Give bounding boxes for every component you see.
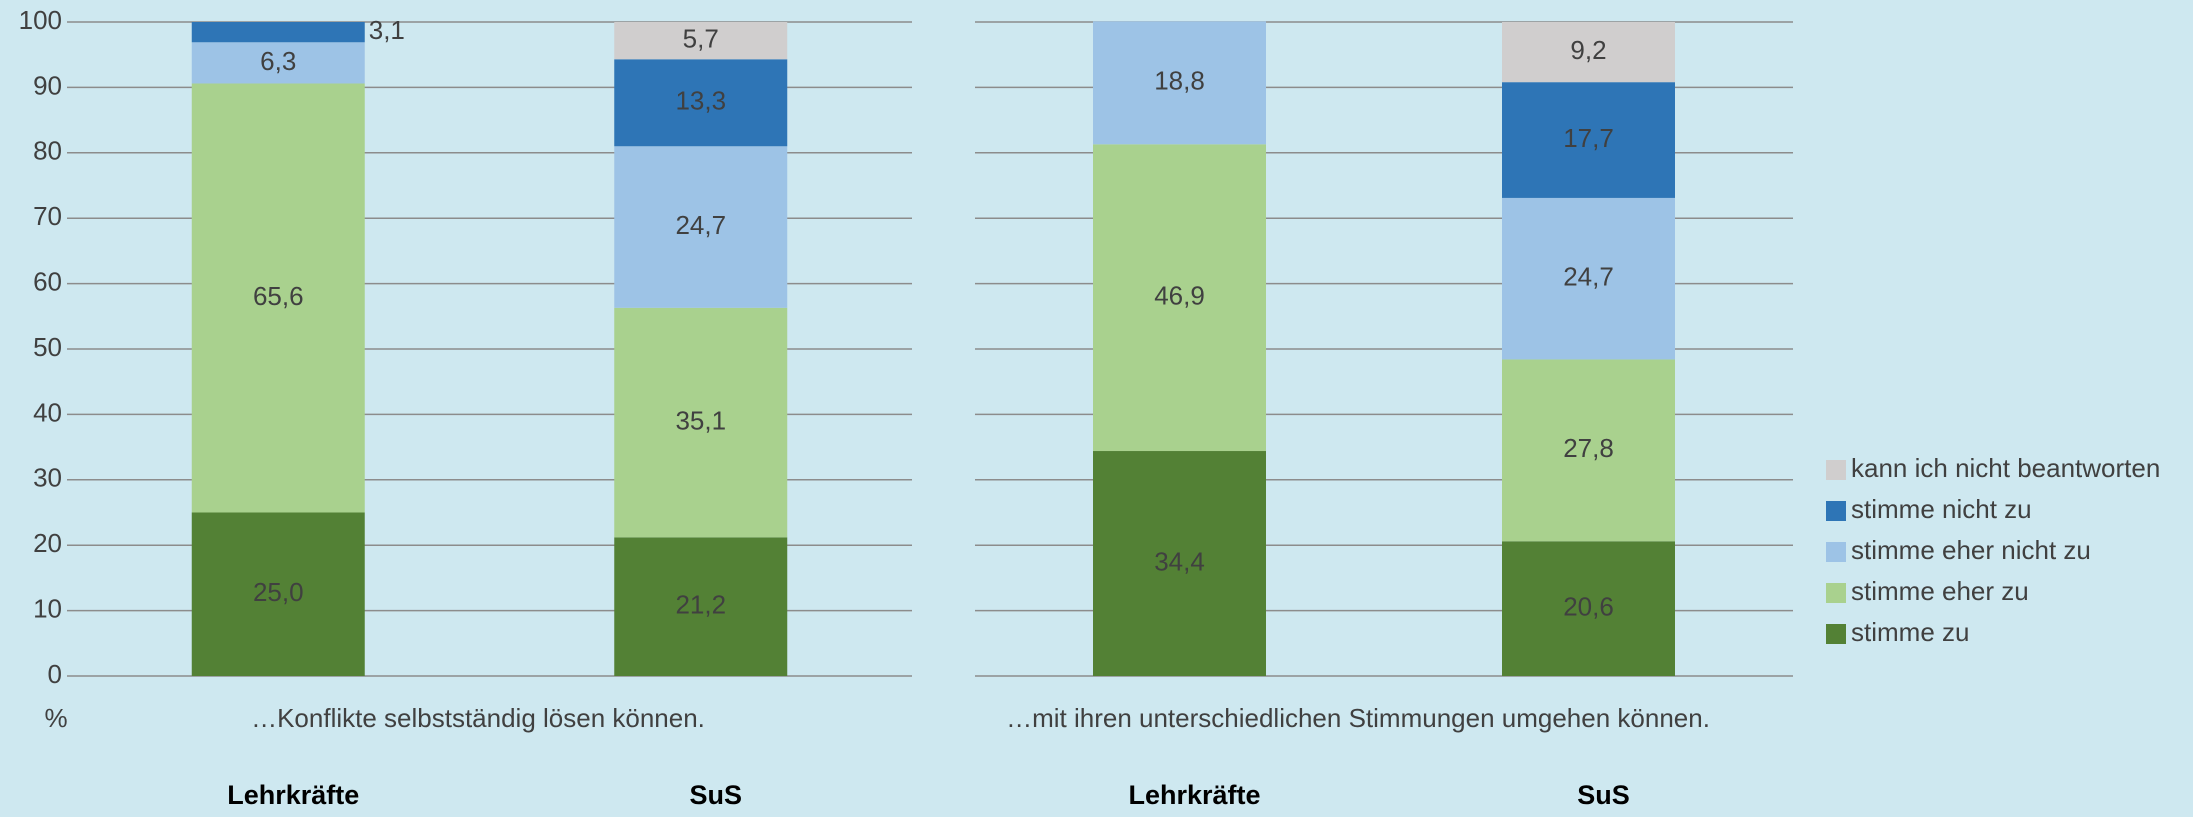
bar-segment	[1093, 451, 1266, 676]
legend-label: kann ich nicht beantworten	[1851, 453, 2160, 483]
value-label: 25,0	[253, 577, 304, 607]
value-label: 65,6	[253, 281, 304, 311]
legend-swatch	[1826, 583, 1846, 603]
bar-segment	[614, 537, 788, 676]
value-label: 9,2	[1570, 35, 1606, 65]
y-tick-label: 10	[33, 593, 62, 623]
legend-label: stimme nicht zu	[1851, 494, 2032, 524]
value-label: 34,4	[1154, 546, 1205, 576]
x-tick-label: SuS	[689, 780, 742, 810]
y-tick-label: 70	[33, 201, 62, 231]
value-label: 24,7	[675, 210, 726, 240]
value-label: 3,1	[369, 15, 405, 45]
y-tick-label: 0	[48, 659, 62, 689]
value-label: 21,2	[675, 590, 726, 620]
legend-label: stimme eher nicht zu	[1851, 535, 2091, 565]
legend-label: stimme eher zu	[1851, 576, 2029, 606]
y-tick-label: 90	[33, 70, 62, 100]
y-tick-label: 30	[33, 463, 62, 493]
bar-segment	[191, 512, 365, 676]
y-axis-label: %	[44, 703, 67, 733]
x-tick-label: SuS	[1577, 780, 1630, 810]
bar-segment	[1502, 82, 1675, 198]
bar-segment	[1502, 359, 1675, 542]
bar-segment	[614, 307, 788, 538]
bar-segment	[1093, 21, 1266, 145]
value-label: 18,8	[1154, 66, 1205, 96]
legend-swatch	[1826, 624, 1846, 644]
y-tick-label: 20	[33, 528, 62, 558]
legend-swatch	[1826, 460, 1846, 480]
y-tick-label: 80	[33, 136, 62, 166]
value-label: 46,9	[1154, 281, 1205, 311]
bar-segment	[614, 59, 788, 147]
y-tick-label: 60	[33, 266, 62, 296]
x-tick-label: Lehrkräfte	[227, 780, 359, 810]
bar-segment	[614, 146, 788, 308]
bar-segment	[191, 22, 365, 43]
bar-segment	[1502, 22, 1675, 83]
bar-segment	[1093, 144, 1266, 452]
bar-segment	[191, 42, 365, 84]
bar-segment	[614, 22, 788, 60]
y-tick-label: 100	[19, 5, 62, 35]
y-tick-label: 40	[33, 397, 62, 427]
value-label: 35,1	[675, 405, 726, 435]
y-tick-label: 50	[33, 332, 62, 362]
group-title: …Konflikte selbstständig lösen können.	[251, 703, 705, 733]
bar-segment	[1502, 197, 1675, 360]
legend-swatch	[1826, 501, 1846, 521]
bar-segment	[191, 83, 365, 513]
value-label: 5,7	[683, 24, 719, 54]
group-title: …mit ihren unterschiedlichen Stimmungen …	[1006, 703, 1710, 733]
value-label: 24,7	[1563, 262, 1614, 292]
value-label: 13,3	[675, 86, 726, 116]
value-label: 6,3	[260, 46, 296, 76]
x-tick-label: Lehrkräfte	[1128, 780, 1260, 810]
value-label: 20,6	[1563, 592, 1614, 622]
value-label: 27,8	[1563, 433, 1614, 463]
legend-swatch	[1826, 542, 1846, 562]
legend-label: stimme zu	[1851, 617, 1969, 647]
value-label: 17,7	[1563, 123, 1614, 153]
bar-segment	[1502, 541, 1675, 676]
